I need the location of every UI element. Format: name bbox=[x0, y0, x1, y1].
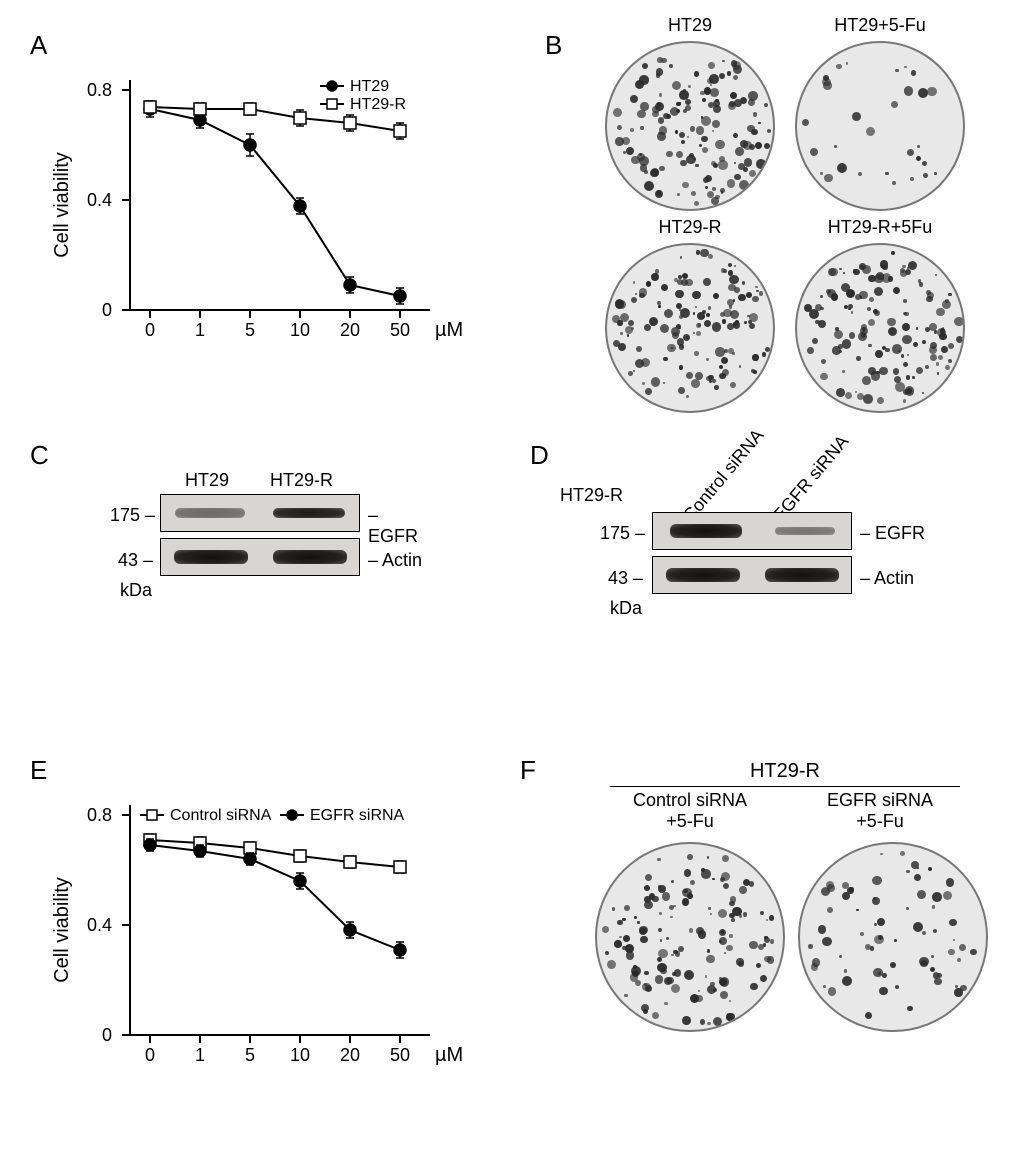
plate-f1 bbox=[595, 842, 785, 1032]
band-label-actin-d: – Actin bbox=[860, 568, 914, 589]
panel-label-d: D bbox=[530, 440, 549, 471]
series-control-markers bbox=[144, 834, 406, 873]
lane-label-d1: Control siRNA bbox=[679, 425, 768, 526]
mw-d2: 43 – bbox=[608, 568, 643, 589]
x-ticks-e: 0 1 5 10 20 50 bbox=[145, 1035, 410, 1065]
plate-b4 bbox=[795, 243, 965, 413]
svg-text:10: 10 bbox=[290, 320, 310, 340]
mw-unit-d: kDa bbox=[610, 598, 642, 619]
svg-text:10: 10 bbox=[290, 1045, 310, 1065]
plate-b2 bbox=[795, 41, 965, 211]
svg-text:0: 0 bbox=[145, 320, 155, 340]
svg-text:20: 20 bbox=[340, 1045, 360, 1065]
panel-label-c: C bbox=[30, 440, 49, 471]
plate-f2 bbox=[798, 842, 988, 1032]
mw-c2: 43 – bbox=[118, 550, 153, 571]
panel-a-ylabel: Cell viability bbox=[51, 152, 73, 258]
lane-label-c2: HT29-R bbox=[270, 470, 333, 491]
plate-label-b3: HT29-R bbox=[605, 217, 775, 238]
panel-a-xunit: µM bbox=[435, 319, 463, 341]
svg-text:HT29-R: HT29-R bbox=[350, 96, 406, 113]
x-ticks: 0 1 5 10 20 50 bbox=[145, 310, 410, 340]
panel-label-a: A bbox=[30, 30, 47, 61]
band-label-egfr: – EGFR bbox=[368, 505, 430, 547]
svg-text:HT29: HT29 bbox=[350, 78, 389, 95]
panel-e-ylabel: Cell viability bbox=[51, 877, 73, 983]
mw-c1: 175 – bbox=[110, 505, 155, 526]
plate-label-b2: HT29+5-Fu bbox=[795, 15, 965, 36]
svg-text:1: 1 bbox=[195, 1045, 205, 1065]
panel-a-chart: 0 0.4 0.8 0 1 5 10 20 50 µM Cell viabili… bbox=[50, 50, 470, 370]
band-label-actin: – Actin bbox=[368, 550, 422, 571]
svg-text:20: 20 bbox=[340, 320, 360, 340]
cell-line-f: HT29-R bbox=[600, 760, 970, 783]
svg-text:5: 5 bbox=[245, 1045, 255, 1065]
cell-line-d: HT29-R bbox=[560, 485, 623, 506]
svg-text:0: 0 bbox=[145, 1045, 155, 1065]
panel-e-chart: 0 0.4 0.8 0 1 5 10 20 50 µM Cell viabili… bbox=[50, 775, 470, 1095]
svg-text:0.4: 0.4 bbox=[87, 915, 112, 935]
panel-e-legend: Control siRNA EGFR siRNA bbox=[140, 807, 405, 824]
plate-label-f1: Control siRNA +5-Fu bbox=[595, 790, 785, 832]
plate-b1 bbox=[605, 41, 775, 211]
mw-d1: 175 – bbox=[600, 523, 645, 544]
series-ht29-line bbox=[150, 109, 400, 296]
panel-f-container: HT29-R Control siRNA +5-Fu EGFR siRNA +5… bbox=[540, 760, 1000, 1140]
series-control-line bbox=[150, 840, 400, 867]
panel-label-f: F bbox=[520, 755, 536, 786]
plate-b3 bbox=[605, 243, 775, 413]
panel-label-e: E bbox=[30, 755, 47, 786]
svg-text:0.8: 0.8 bbox=[87, 80, 112, 100]
series-ht29-markers bbox=[144, 101, 406, 304]
plate-label-b1: HT29 bbox=[605, 15, 775, 36]
y-tick-04: 0.4 bbox=[87, 190, 130, 210]
svg-text:0: 0 bbox=[102, 1025, 112, 1045]
svg-text:50: 50 bbox=[390, 1045, 410, 1065]
plate-label-b4: HT29-R+5Fu bbox=[795, 217, 965, 238]
band-label-egfr-d: – EGFR bbox=[860, 523, 925, 544]
svg-text:5: 5 bbox=[245, 320, 255, 340]
svg-text:50: 50 bbox=[390, 320, 410, 340]
y-tick-e08: 0.8 bbox=[87, 805, 130, 825]
mw-unit-c: kDa bbox=[120, 580, 152, 601]
panel-a-legend: HT29 HT29-R bbox=[320, 78, 406, 113]
panel-e-xunit: µM bbox=[435, 1044, 463, 1066]
y-tick-e0: 0 bbox=[102, 1025, 130, 1045]
y-tick-0: 0 bbox=[102, 300, 130, 320]
panel-d-blot: HT29-R Control siRNA EGFR siRNA 175 – – … bbox=[560, 420, 960, 640]
y-tick-e04: 0.4 bbox=[87, 915, 130, 935]
svg-text:0.8: 0.8 bbox=[87, 805, 112, 825]
series-egfr-line bbox=[150, 845, 400, 950]
y-tick-08: 0.8 bbox=[87, 80, 130, 100]
svg-text:Control siRNA: Control siRNA bbox=[170, 807, 272, 824]
plate-label-f2: EGFR siRNA +5-Fu bbox=[785, 790, 975, 832]
svg-text:1: 1 bbox=[195, 320, 205, 340]
lane-label-c1: HT29 bbox=[185, 470, 229, 491]
svg-text:EGFR siRNA: EGFR siRNA bbox=[310, 807, 405, 824]
series-egfr-markers bbox=[144, 839, 406, 958]
panel-b-container: HT29 HT29+5-Fu HT29-R HT29-R+5Fu bbox=[570, 15, 990, 395]
overline-f bbox=[610, 786, 960, 787]
svg-text:0: 0 bbox=[102, 300, 112, 320]
svg-text:0.4: 0.4 bbox=[87, 190, 112, 210]
panel-label-b: B bbox=[545, 30, 562, 61]
